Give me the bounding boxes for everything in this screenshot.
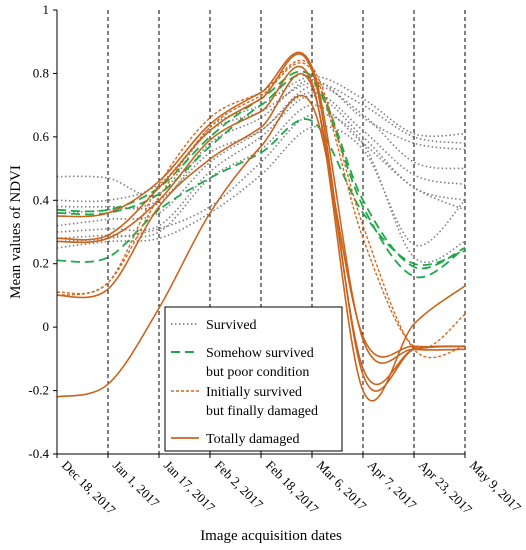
series-line-somehow-survived-but-poor-condition-3 [56, 118, 466, 266]
y-tick-label: -0.2 [28, 383, 49, 398]
x-tick-label: Feb 18, 2017 [263, 458, 322, 517]
legend: Survived Somehow survived but poor conditi… [164, 306, 343, 452]
y-tick-label: -0.4 [28, 446, 49, 461]
series-line-totally-damaged-1 [56, 51, 466, 364]
series-line-totally-damaged-3 [56, 65, 466, 402]
series-line-survived-3 [56, 78, 466, 210]
series-line-survived-7 [56, 104, 466, 240]
series-line-totally-damaged-5 [56, 94, 466, 398]
x-tick-label: Mar 6, 2017 [314, 458, 370, 514]
legend-label: Somehow survived but poor condition [206, 346, 314, 380]
y-tick-label: 0.4 [33, 192, 50, 207]
x-axis-title: Image acquisition dates [200, 528, 342, 544]
series-line-survived-1 [56, 75, 466, 197]
x-tick-label: May 9, 2017 [467, 458, 525, 516]
y-axis-ticks: -0.4 -0.2 0 0.2 0.4 0.6 0.8 1 [28, 2, 57, 461]
y-tick-label: 0.2 [33, 256, 49, 271]
y-axis-title: Mean values of NDVI [8, 165, 24, 299]
y-tick-label: 0.6 [33, 129, 50, 144]
x-tick-label: Jan 1, 2017 [110, 458, 163, 511]
series-line-initially-survived-but-finally-damaged-1 [56, 59, 466, 359]
series-line-totally-damaged-2 [56, 53, 466, 392]
y-tick-label: 0 [43, 319, 50, 334]
legend-label: Initially survived but finally damaged [206, 385, 318, 419]
legend-box [164, 306, 343, 452]
x-tick-label: Feb 2, 2017 [212, 458, 267, 513]
series-line-somehow-survived-but-poor-condition-1 [56, 70, 466, 270]
series-line-survived-2 [56, 82, 466, 203]
series-line-initially-survived-but-finally-damaged-2 [56, 62, 466, 350]
y-tick-label: 1 [43, 2, 50, 17]
series-line-somehow-survived-but-poor-condition-2 [56, 74, 466, 279]
series-lines [56, 51, 466, 402]
legend-label: Survived [206, 318, 257, 333]
y-tick-label: 0.8 [33, 65, 49, 80]
legend-label: Totally damaged [206, 432, 300, 447]
x-tick-label: Apr 23, 2017 [416, 458, 476, 518]
series-line-totally-damaged-4 [56, 73, 466, 386]
series-line-survived-4 [56, 85, 466, 214]
x-tick-label: Apr 7, 2017 [365, 458, 420, 513]
x-tick-label: Jan 17, 2017 [161, 458, 219, 516]
